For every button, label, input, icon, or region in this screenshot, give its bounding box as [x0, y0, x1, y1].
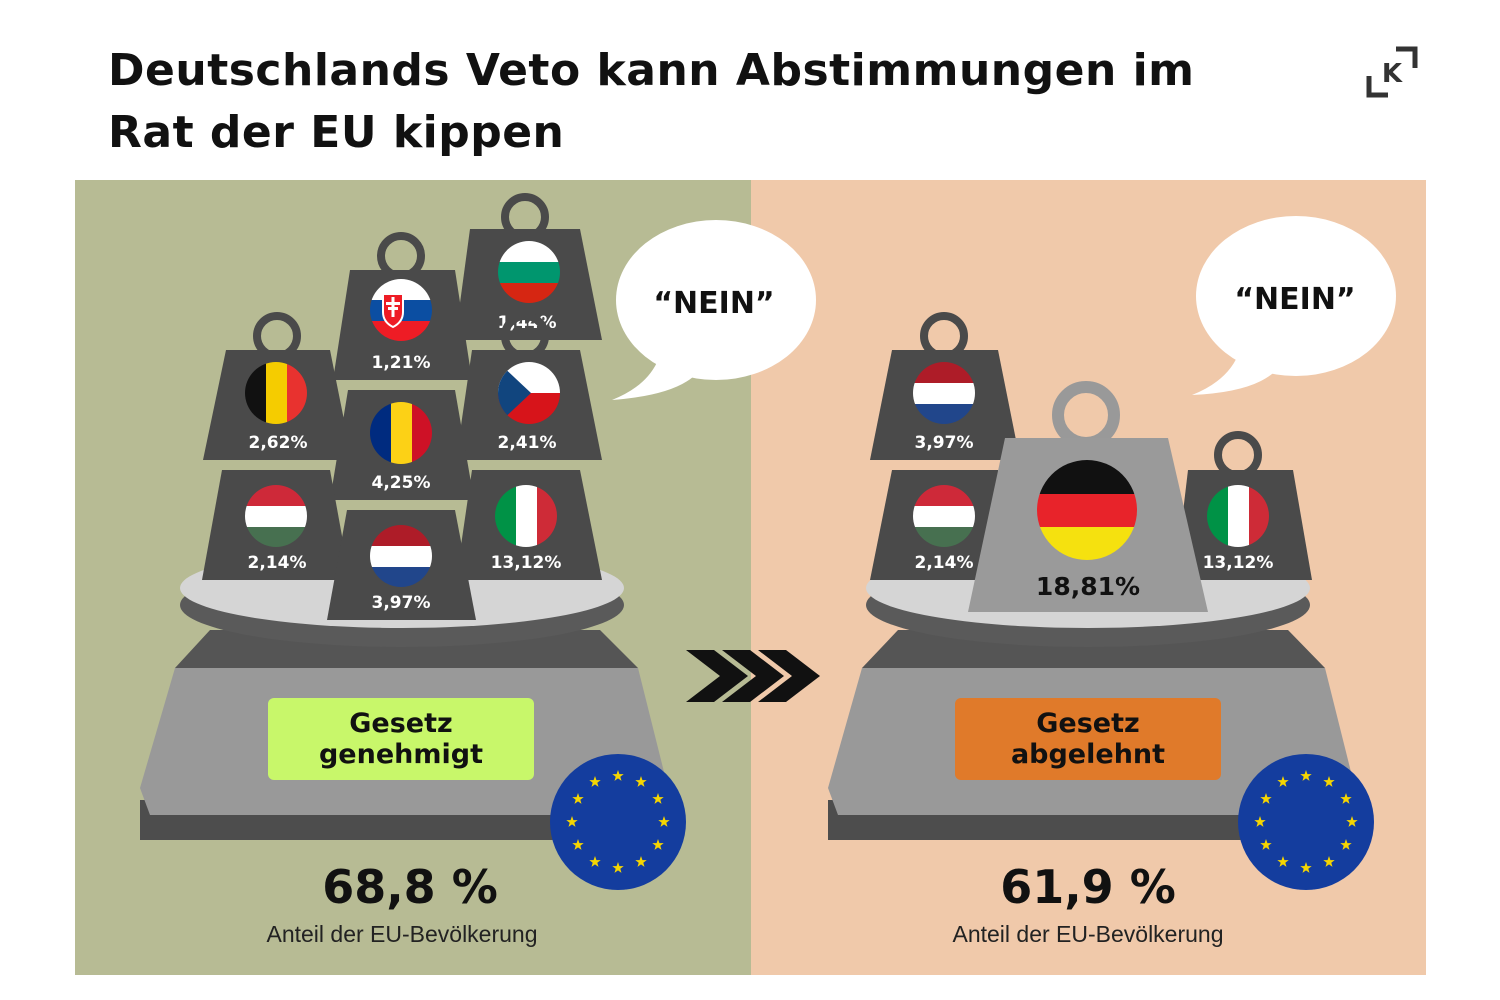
- logo-letter: K: [1382, 59, 1403, 89]
- weight-italy-right: 13,12%: [1175, 431, 1312, 580]
- right-percent: 61,9 %: [1000, 860, 1176, 914]
- weight-italy: 13,12%: [456, 470, 602, 580]
- logo-icon: K: [1366, 46, 1418, 98]
- speech-text: “NEIN”: [653, 286, 774, 321]
- flag-belgium-icon: [245, 362, 307, 424]
- page-title: Deutschlands Veto kann Abstimmungen im R…: [108, 45, 1195, 158]
- eu-flag-icon: [1238, 754, 1374, 890]
- result-approved-badge: Gesetz genehmigt: [268, 698, 534, 780]
- weight-czechia: 2,41%: [456, 312, 602, 460]
- weight-value: 3,97%: [915, 433, 974, 453]
- speech-bubble-right: “NEIN”: [1192, 216, 1396, 395]
- result-line-2: abgelehnt: [1011, 739, 1165, 770]
- result-line-1: Gesetz: [1036, 708, 1139, 739]
- eu-flag-icon: [550, 754, 686, 890]
- flag-hungary-icon: [913, 485, 975, 547]
- speech-text: “NEIN”: [1234, 282, 1355, 317]
- weight-value: 13,12%: [1203, 553, 1274, 573]
- flag-slovakia-icon: [370, 279, 432, 341]
- flag-italy-icon: [1207, 485, 1269, 547]
- flag-netherlands-icon: [370, 525, 432, 587]
- weight-slovakia: 1,21%: [333, 232, 472, 380]
- result-line-2: genehmigt: [319, 739, 483, 770]
- weight-value: 2,14%: [248, 553, 307, 573]
- weight-germany: 18,81%: [968, 381, 1208, 612]
- weight-value: 2,41%: [498, 433, 557, 453]
- result-rejected-badge: Gesetz abgelehnt: [955, 698, 1221, 780]
- flag-italy-icon: [495, 485, 557, 547]
- result-line-1: Gesetz: [349, 708, 452, 739]
- weight-netherlands: 3,97%: [327, 510, 476, 620]
- weight-value: 1,21%: [372, 353, 431, 373]
- weight-value: 13,12%: [491, 553, 562, 573]
- triple-chevron-right-icon: [686, 650, 820, 702]
- weight-value: 2,14%: [915, 553, 974, 573]
- weight-value: 2,62%: [249, 433, 308, 453]
- weight-value: 4,25%: [372, 473, 431, 493]
- left-caption: Anteil der EU-Bevölkerung: [266, 921, 537, 947]
- flag-czechia-icon: [498, 362, 560, 424]
- weight-value: 18,81%: [1036, 572, 1140, 601]
- flag-netherlands-icon: [913, 362, 975, 424]
- flag-hungary-icon: [245, 485, 307, 547]
- right-caption: Anteil der EU-Bevölkerung: [952, 921, 1223, 947]
- left-percent: 68,8 %: [322, 860, 498, 914]
- weight-netherlands-right: 3,97%: [870, 312, 1020, 460]
- weight-romania: 4,25%: [330, 390, 474, 500]
- weight-belgium: 2,62%: [203, 312, 352, 460]
- flag-bulgaria-icon: [498, 241, 560, 303]
- speech-bubble-left: “NEIN”: [612, 220, 816, 400]
- weight-value: 3,97%: [372, 593, 431, 613]
- flag-romania-icon: [370, 402, 432, 464]
- weight-hungary: 2,14%: [202, 470, 350, 580]
